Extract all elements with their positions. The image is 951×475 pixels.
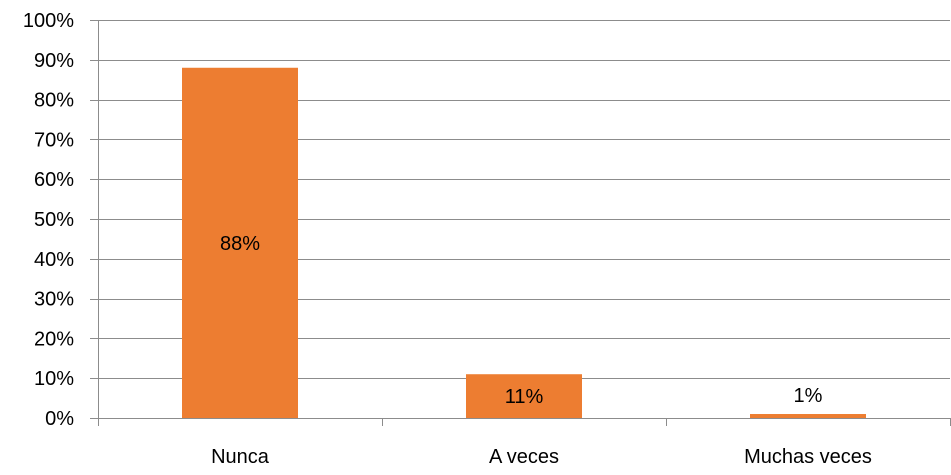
y-tick-label: 100% <box>23 10 74 32</box>
data-label: 88% <box>220 233 260 255</box>
data-label: 1% <box>794 385 823 407</box>
bar-nunca <box>182 67 298 418</box>
y-tick-label: 30% <box>34 289 74 311</box>
y-tick-label: 0% <box>45 408 74 430</box>
y-tick-label: 40% <box>34 249 74 271</box>
x-category-label: Nunca <box>211 446 270 468</box>
data-label: 11% <box>505 386 544 408</box>
x-category-label: Muchas veces <box>744 446 872 468</box>
y-tick-label: 60% <box>34 169 74 191</box>
bars <box>182 67 866 418</box>
y-axis-tick-labels: 0% 10% 20% 30% 40% 50% 60% 70% 80% 90% 100% <box>23 10 74 430</box>
axes <box>90 20 951 426</box>
y-tick-label: 20% <box>34 328 74 350</box>
bar-muchas-veces <box>750 414 866 418</box>
x-category-label: A veces <box>489 446 559 468</box>
y-tick-label: 70% <box>34 129 74 151</box>
bar-a-veces <box>466 374 582 418</box>
x-axis-category-labels: Nunca A veces Muchas veces <box>211 446 872 468</box>
y-tick-label: 90% <box>34 50 74 72</box>
y-tick-label: 10% <box>34 368 74 390</box>
y-tick-label: 50% <box>34 209 74 231</box>
y-tick-label: 80% <box>34 90 74 112</box>
data-labels: 88% 11% 1% <box>220 233 823 408</box>
